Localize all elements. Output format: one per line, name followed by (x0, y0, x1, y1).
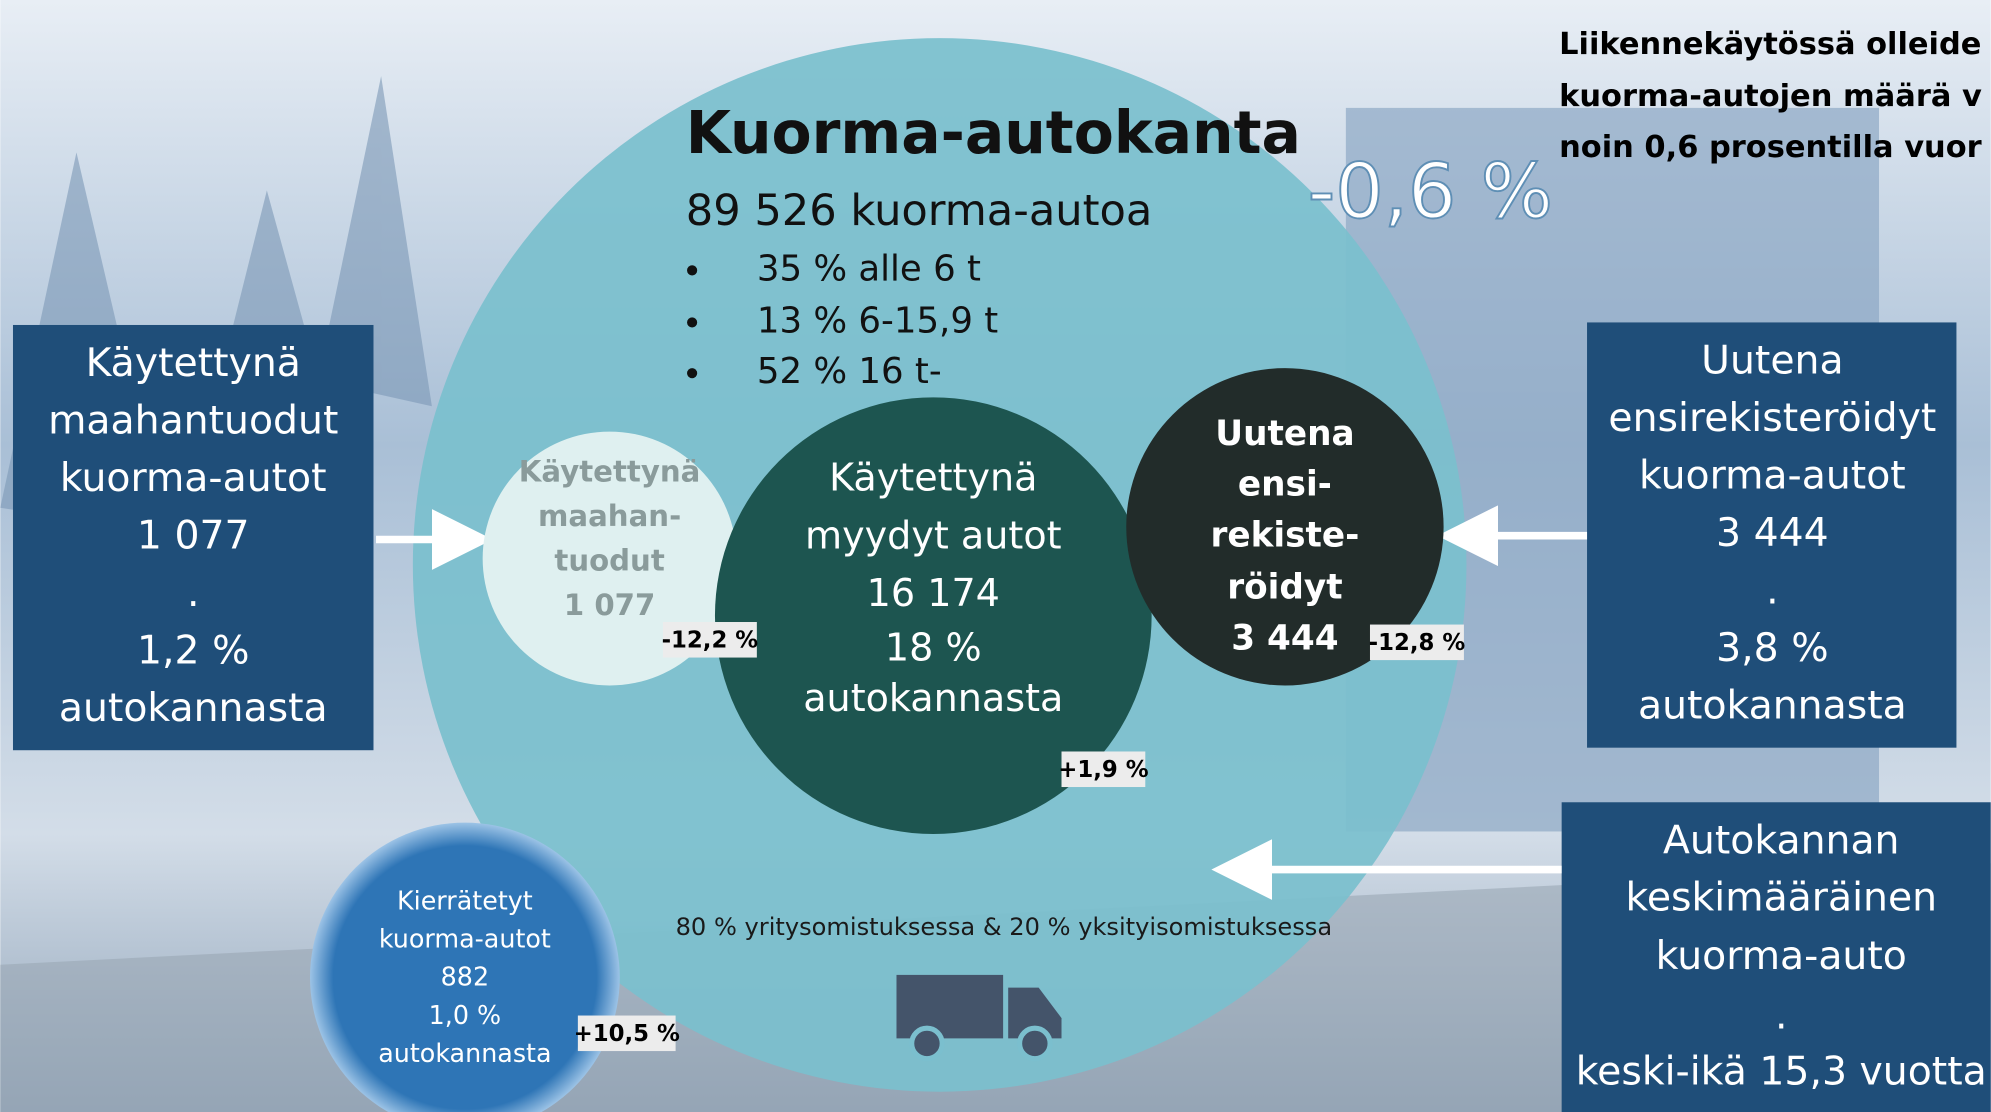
box-line: . (1775, 993, 1788, 1039)
circle-line: 882 (441, 962, 489, 992)
circle-line: 16 174 (867, 571, 1000, 615)
box-line: . (187, 570, 200, 616)
badge: -12,2 % (662, 628, 759, 654)
bullet: 13 % 6-15,9 t (757, 300, 998, 341)
box-line: 3 444 (1716, 510, 1829, 556)
ownership: 80 % yritysomistuksessa & 20 % yksityiso… (676, 913, 1333, 941)
page: Kuorma-autokanta 89 526 kuorma-autoa -0,… (0, 0, 1991, 1112)
bullet: 35 % alle 6 t (757, 248, 981, 289)
box-line: ensirekisteröidyt (1608, 395, 1936, 441)
box-line: kuorma-autot (1639, 453, 1906, 499)
box-line: 1,2 % (137, 628, 249, 674)
circle-line: 1,0 % (429, 1000, 502, 1030)
circle-line: ensi- (1238, 465, 1332, 505)
circle-line: 3 444 (1231, 618, 1338, 658)
box-line: keskimääräinen (1625, 875, 1937, 921)
change: -0,6 % (1308, 147, 1553, 236)
badge: +1,9 % (1058, 757, 1149, 783)
circle-line: myydyt autot (805, 514, 1062, 558)
box-line: . (1766, 568, 1779, 614)
circle-line: rekiste- (1210, 515, 1359, 555)
circle-line: kuorma-autot (379, 924, 551, 954)
circle-line: autokannasta (803, 676, 1063, 720)
note: Liikennekäytössä olleide (1559, 27, 1981, 62)
total: 89 526 kuorma-autoa (686, 186, 1153, 236)
circle-line: 18 % (885, 625, 982, 669)
box-line: Käytettynä (86, 340, 301, 386)
circle-line: 1 077 (564, 588, 655, 622)
box-line: 1 077 (137, 513, 250, 559)
box-line: 3,8 % (1716, 625, 1828, 671)
box-line: maahantuodut (48, 398, 338, 444)
circle-line: Käytettynä (519, 454, 701, 488)
box-line: Uutena (1701, 338, 1843, 384)
box-line: kuorma-autot (60, 455, 327, 501)
circle-line: Kierrätetyt (397, 886, 533, 916)
circle-line: Käytettynä (829, 455, 1037, 499)
note: kuorma-autojen määrä v (1559, 79, 1982, 114)
box-line: Autokannan (1663, 817, 1899, 863)
circle-line: maahan- (538, 499, 681, 533)
bullet: 52 % 16 t- (757, 351, 942, 392)
circle-line: autokannasta (378, 1038, 551, 1068)
box-line: kuorma-auto (1656, 933, 1907, 979)
circle-line: röidyt (1227, 568, 1342, 608)
circle-line: Uutena (1215, 414, 1354, 454)
badge: +10,5 % (574, 1021, 680, 1047)
circle-line: tuodut (554, 543, 664, 577)
badge: -12,8 % (1369, 630, 1466, 656)
box-line: keski-ikä 15,3 vuotta (1576, 1048, 1987, 1094)
infographic: Kuorma-autokanta 89 526 kuorma-autoa -0,… (0, 0, 1991, 1112)
note: noin 0,6 prosentilla vuor (1559, 130, 1982, 165)
box-line: autokannasta (59, 685, 328, 731)
box-line: autokannasta (1638, 683, 1907, 729)
title: Kuorma-autokanta (686, 99, 1301, 167)
